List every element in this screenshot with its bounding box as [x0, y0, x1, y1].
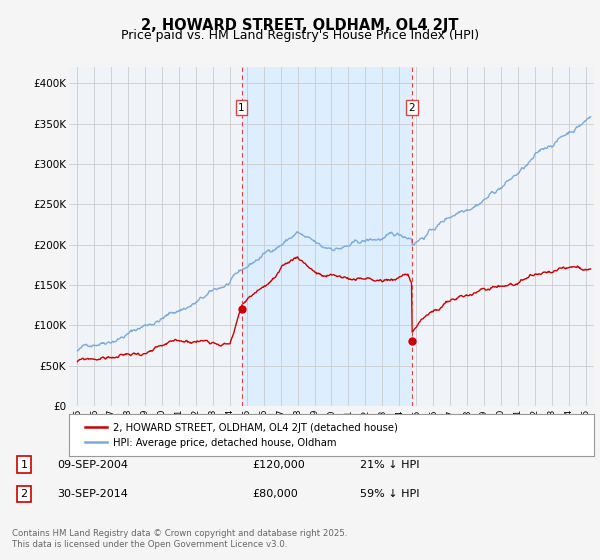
- Text: 1: 1: [238, 103, 245, 113]
- Legend: 2, HOWARD STREET, OLDHAM, OL4 2JT (detached house), HPI: Average price, detached: 2, HOWARD STREET, OLDHAM, OL4 2JT (detac…: [79, 417, 404, 454]
- Bar: [242, 67, 412, 406]
- Text: 59% ↓ HPI: 59% ↓ HPI: [360, 489, 419, 499]
- Text: 2, HOWARD STREET, OLDHAM, OL4 2JT: 2, HOWARD STREET, OLDHAM, OL4 2JT: [141, 18, 459, 33]
- Text: 2: 2: [20, 489, 28, 499]
- Text: Contains HM Land Registry data © Crown copyright and database right 2025.
This d: Contains HM Land Registry data © Crown c…: [12, 529, 347, 549]
- Text: £80,000: £80,000: [252, 489, 298, 499]
- Text: 1: 1: [20, 460, 28, 470]
- Text: 09-SEP-2004: 09-SEP-2004: [57, 460, 128, 470]
- Text: Price paid vs. HM Land Registry's House Price Index (HPI): Price paid vs. HM Land Registry's House …: [121, 29, 479, 42]
- Text: 30-SEP-2014: 30-SEP-2014: [57, 489, 128, 499]
- Text: 21% ↓ HPI: 21% ↓ HPI: [360, 460, 419, 470]
- Text: £120,000: £120,000: [252, 460, 305, 470]
- Text: 2: 2: [409, 103, 415, 113]
